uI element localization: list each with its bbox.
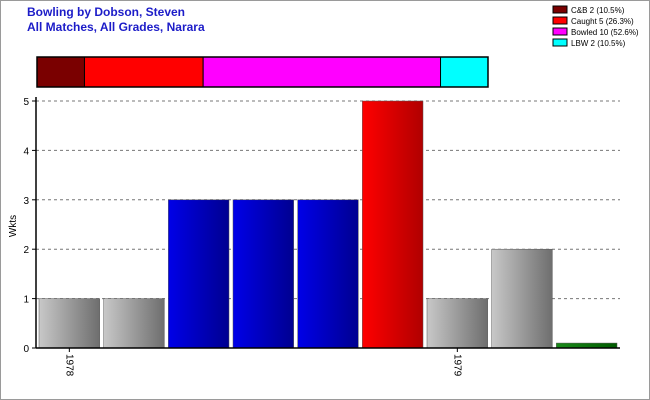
bar: [362, 100, 424, 349]
bar: [168, 199, 230, 349]
y-axis-label: Wkts: [8, 215, 19, 237]
y-tick-label: 4: [23, 146, 29, 157]
legend-label-caught: Caught 5 (26.3%): [571, 17, 634, 26]
chart-subtitle: All Matches, All Grades, Narara: [27, 20, 205, 34]
x-tick-label: 1978: [63, 354, 74, 377]
dismissal-segment-lbw: [440, 56, 489, 88]
bar: [297, 199, 359, 349]
legend-label-c-b: C&B 2 (10.5%): [571, 6, 625, 15]
dismissal-segment-caught: [83, 56, 204, 88]
bar: [491, 248, 553, 349]
legend-label-lbw: LBW 2 (10.5%): [571, 39, 626, 48]
dismissal-segment-bowled: [202, 56, 442, 88]
dismissal-segment-c-b: [36, 56, 85, 88]
y-tick-label: 2: [23, 245, 29, 256]
legend-swatch-bowled: [552, 27, 568, 36]
bar: [103, 298, 165, 349]
chart-title: Bowling by Dobson, Steven: [27, 5, 186, 19]
legend-swatch-c-b: [552, 5, 568, 14]
x-tick-label: 1979: [451, 354, 462, 377]
y-tick-label: 5: [23, 97, 29, 108]
y-tick-label: 1: [23, 295, 29, 306]
y-tick-label: 3: [23, 196, 29, 207]
legend-swatch-caught: [552, 16, 568, 25]
bar: [232, 199, 294, 349]
dismissal-bar-outline: [36, 56, 489, 88]
bar: [426, 298, 488, 349]
bar: [38, 298, 100, 349]
legend-swatch-lbw: [552, 38, 568, 47]
legend-label-bowled: Bowled 10 (52.6%): [571, 28, 639, 37]
y-tick-label: 0: [23, 344, 29, 355]
